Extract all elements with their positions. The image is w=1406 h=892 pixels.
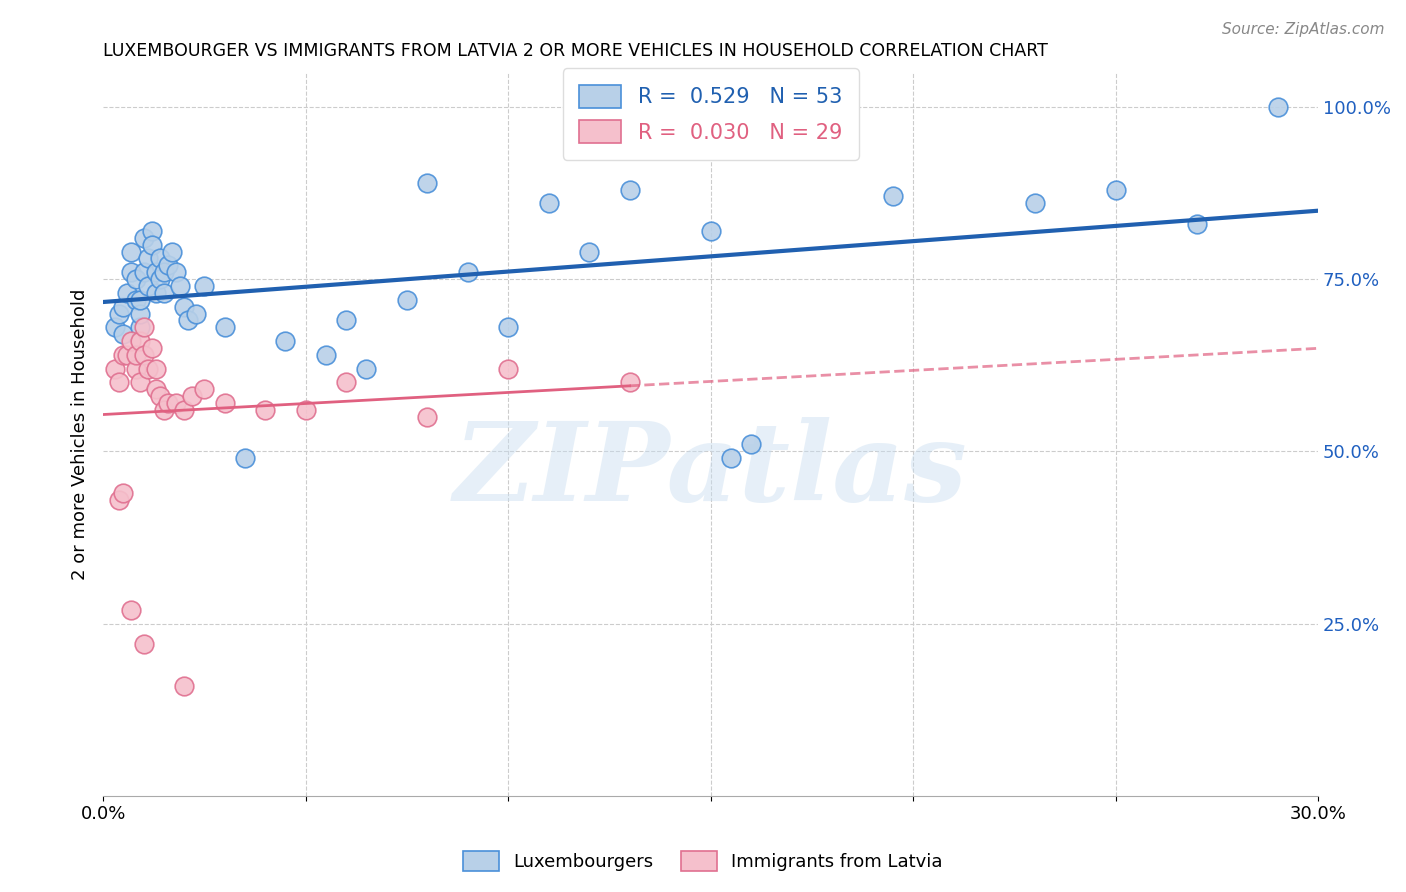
Point [108, 376, 131, 390]
Point [112, 485, 135, 500]
Text: Source: ZipAtlas.com: Source: ZipAtlas.com [1222, 22, 1385, 37]
Point [128, 306, 150, 320]
Point [112, 300, 135, 314]
Point [156, 396, 179, 410]
Point [153, 403, 176, 417]
Point [169, 279, 191, 293]
Y-axis label: 2 or more Vehicles in Household: 2 or more Vehicles in Household [72, 288, 89, 580]
Point [128, 376, 150, 390]
Point [233, 451, 256, 466]
Point [395, 293, 418, 307]
Point [335, 376, 357, 390]
Point [136, 361, 159, 376]
Point [1267, 100, 1289, 114]
Point [132, 637, 155, 651]
Point [104, 320, 127, 334]
Point [294, 403, 316, 417]
Point [108, 492, 131, 507]
Point [124, 293, 146, 307]
Point [214, 320, 236, 334]
Point [136, 252, 159, 266]
Point [193, 382, 215, 396]
Point [214, 396, 236, 410]
Point [121, 244, 143, 259]
Point [149, 252, 172, 266]
Point [882, 189, 904, 203]
Point [173, 679, 195, 693]
Point [160, 244, 183, 259]
Point [145, 265, 167, 279]
Point [121, 334, 143, 348]
Point [1104, 182, 1126, 196]
Point [112, 327, 135, 342]
Point [145, 382, 167, 396]
Point [274, 334, 297, 348]
Point [156, 258, 179, 272]
Point [149, 272, 172, 286]
Point [117, 285, 139, 300]
Point [181, 389, 204, 403]
Point [121, 603, 143, 617]
Point [141, 341, 163, 355]
Point [124, 348, 146, 362]
Point [112, 348, 135, 362]
Point [132, 265, 155, 279]
Point [128, 320, 150, 334]
Point [578, 244, 600, 259]
Point [1024, 196, 1046, 211]
Point [416, 176, 439, 190]
Point [193, 279, 215, 293]
Point [335, 313, 357, 327]
Point [186, 306, 208, 320]
Point [117, 348, 139, 362]
Point [136, 279, 159, 293]
Point [153, 265, 176, 279]
Point [173, 403, 195, 417]
Point [104, 361, 127, 376]
Legend: R =  0.529   N = 53, R =  0.030   N = 29: R = 0.529 N = 53, R = 0.030 N = 29 [562, 69, 859, 160]
Legend: Luxembourgers, Immigrants from Latvia: Luxembourgers, Immigrants from Latvia [456, 844, 950, 879]
Point [141, 224, 163, 238]
Point [720, 451, 742, 466]
Text: ZIPatlas: ZIPatlas [454, 417, 967, 524]
Point [619, 182, 641, 196]
Point [108, 306, 131, 320]
Point [132, 320, 155, 334]
Point [145, 285, 167, 300]
Point [356, 361, 378, 376]
Point [1185, 217, 1208, 231]
Point [128, 334, 150, 348]
Point [177, 313, 200, 327]
Point [121, 265, 143, 279]
Point [496, 361, 519, 376]
Point [149, 389, 172, 403]
Text: LUXEMBOURGER VS IMMIGRANTS FROM LATVIA 2 OR MORE VEHICLES IN HOUSEHOLD CORRELATI: LUXEMBOURGER VS IMMIGRANTS FROM LATVIA 2… [103, 42, 1047, 60]
Point [315, 348, 337, 362]
Point [416, 409, 439, 424]
Point [496, 320, 519, 334]
Point [132, 231, 155, 245]
Point [153, 285, 176, 300]
Point [141, 237, 163, 252]
Point [173, 300, 195, 314]
Point [537, 196, 560, 211]
Point [457, 265, 479, 279]
Point [165, 265, 187, 279]
Point [699, 224, 721, 238]
Point [128, 293, 150, 307]
Point [740, 437, 762, 451]
Point [124, 361, 146, 376]
Point [145, 361, 167, 376]
Point [619, 376, 641, 390]
Point [132, 348, 155, 362]
Point [254, 403, 277, 417]
Point [124, 272, 146, 286]
Point [165, 396, 187, 410]
